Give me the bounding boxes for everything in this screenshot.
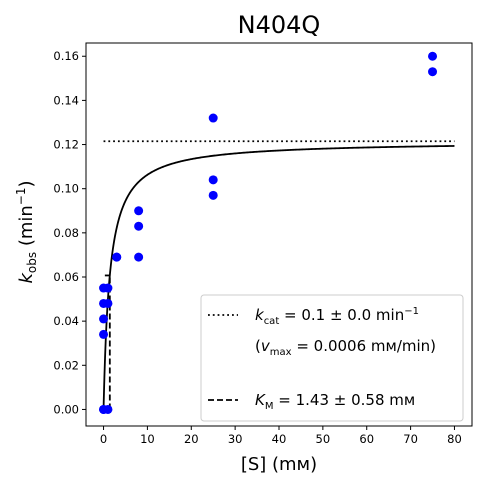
y-tick-label: 0.04	[53, 314, 79, 328]
legend: kcat = 0.1 ± 0.0 min−1 (vmax = 0.0006 mм…	[200, 294, 464, 422]
y-tick-label: 0.02	[53, 358, 79, 372]
legend-km-text: KM = 1.43 ± 0.58 mм	[255, 391, 415, 412]
x-tick-label: 80	[447, 432, 462, 446]
michaelis-menten-fit	[102, 145, 455, 410]
x-tick-label: 0	[100, 432, 107, 446]
y-tick-label: 0.16	[53, 49, 79, 63]
data-point	[99, 314, 109, 324]
legend-vmax-text: (vmax = 0.0006 mм/min)	[255, 337, 436, 358]
data-point	[208, 190, 218, 200]
x-axis-label: [S] (mм)	[241, 454, 317, 475]
x-tick-label: 20	[184, 432, 199, 446]
axis-ticks: 0 10 20 30 40 50 60 70 80 0.00 0.02 0.04 0.06 0.08 0.1…	[53, 49, 461, 446]
data-point	[134, 252, 144, 262]
x-tick-label: 30	[228, 432, 243, 446]
data-point	[428, 51, 438, 61]
x-tick-label: 70	[403, 432, 418, 446]
chart-title: N404Q	[238, 11, 321, 39]
y-tick-label: 0.08	[53, 226, 79, 240]
x-tick-label: 50	[316, 432, 331, 446]
y-tick-label: 0.12	[53, 138, 79, 152]
y-tick-label: 0.10	[53, 182, 79, 196]
data-point	[208, 113, 218, 123]
data-point	[208, 175, 218, 185]
data-point	[103, 298, 113, 308]
data-point	[112, 252, 122, 262]
x-tick-label: 40	[272, 432, 287, 446]
data-point	[134, 206, 144, 216]
data-point	[134, 221, 144, 231]
y-tick-label: 0.14	[53, 93, 79, 107]
data-point	[103, 283, 113, 293]
data-point	[103, 404, 113, 414]
x-tick-label: 10	[140, 432, 155, 446]
legend-kcat-text: kcat = 0.1 ± 0.0 min−1	[255, 306, 419, 327]
legend-box	[200, 294, 464, 422]
data-point	[428, 67, 438, 77]
x-tick-label: 60	[359, 432, 374, 446]
y-tick-label: 0.00	[53, 402, 79, 416]
y-tick-label: 0.06	[53, 270, 79, 284]
data-point	[99, 329, 109, 339]
y-axis-label: kobs (min−1)	[14, 180, 39, 283]
